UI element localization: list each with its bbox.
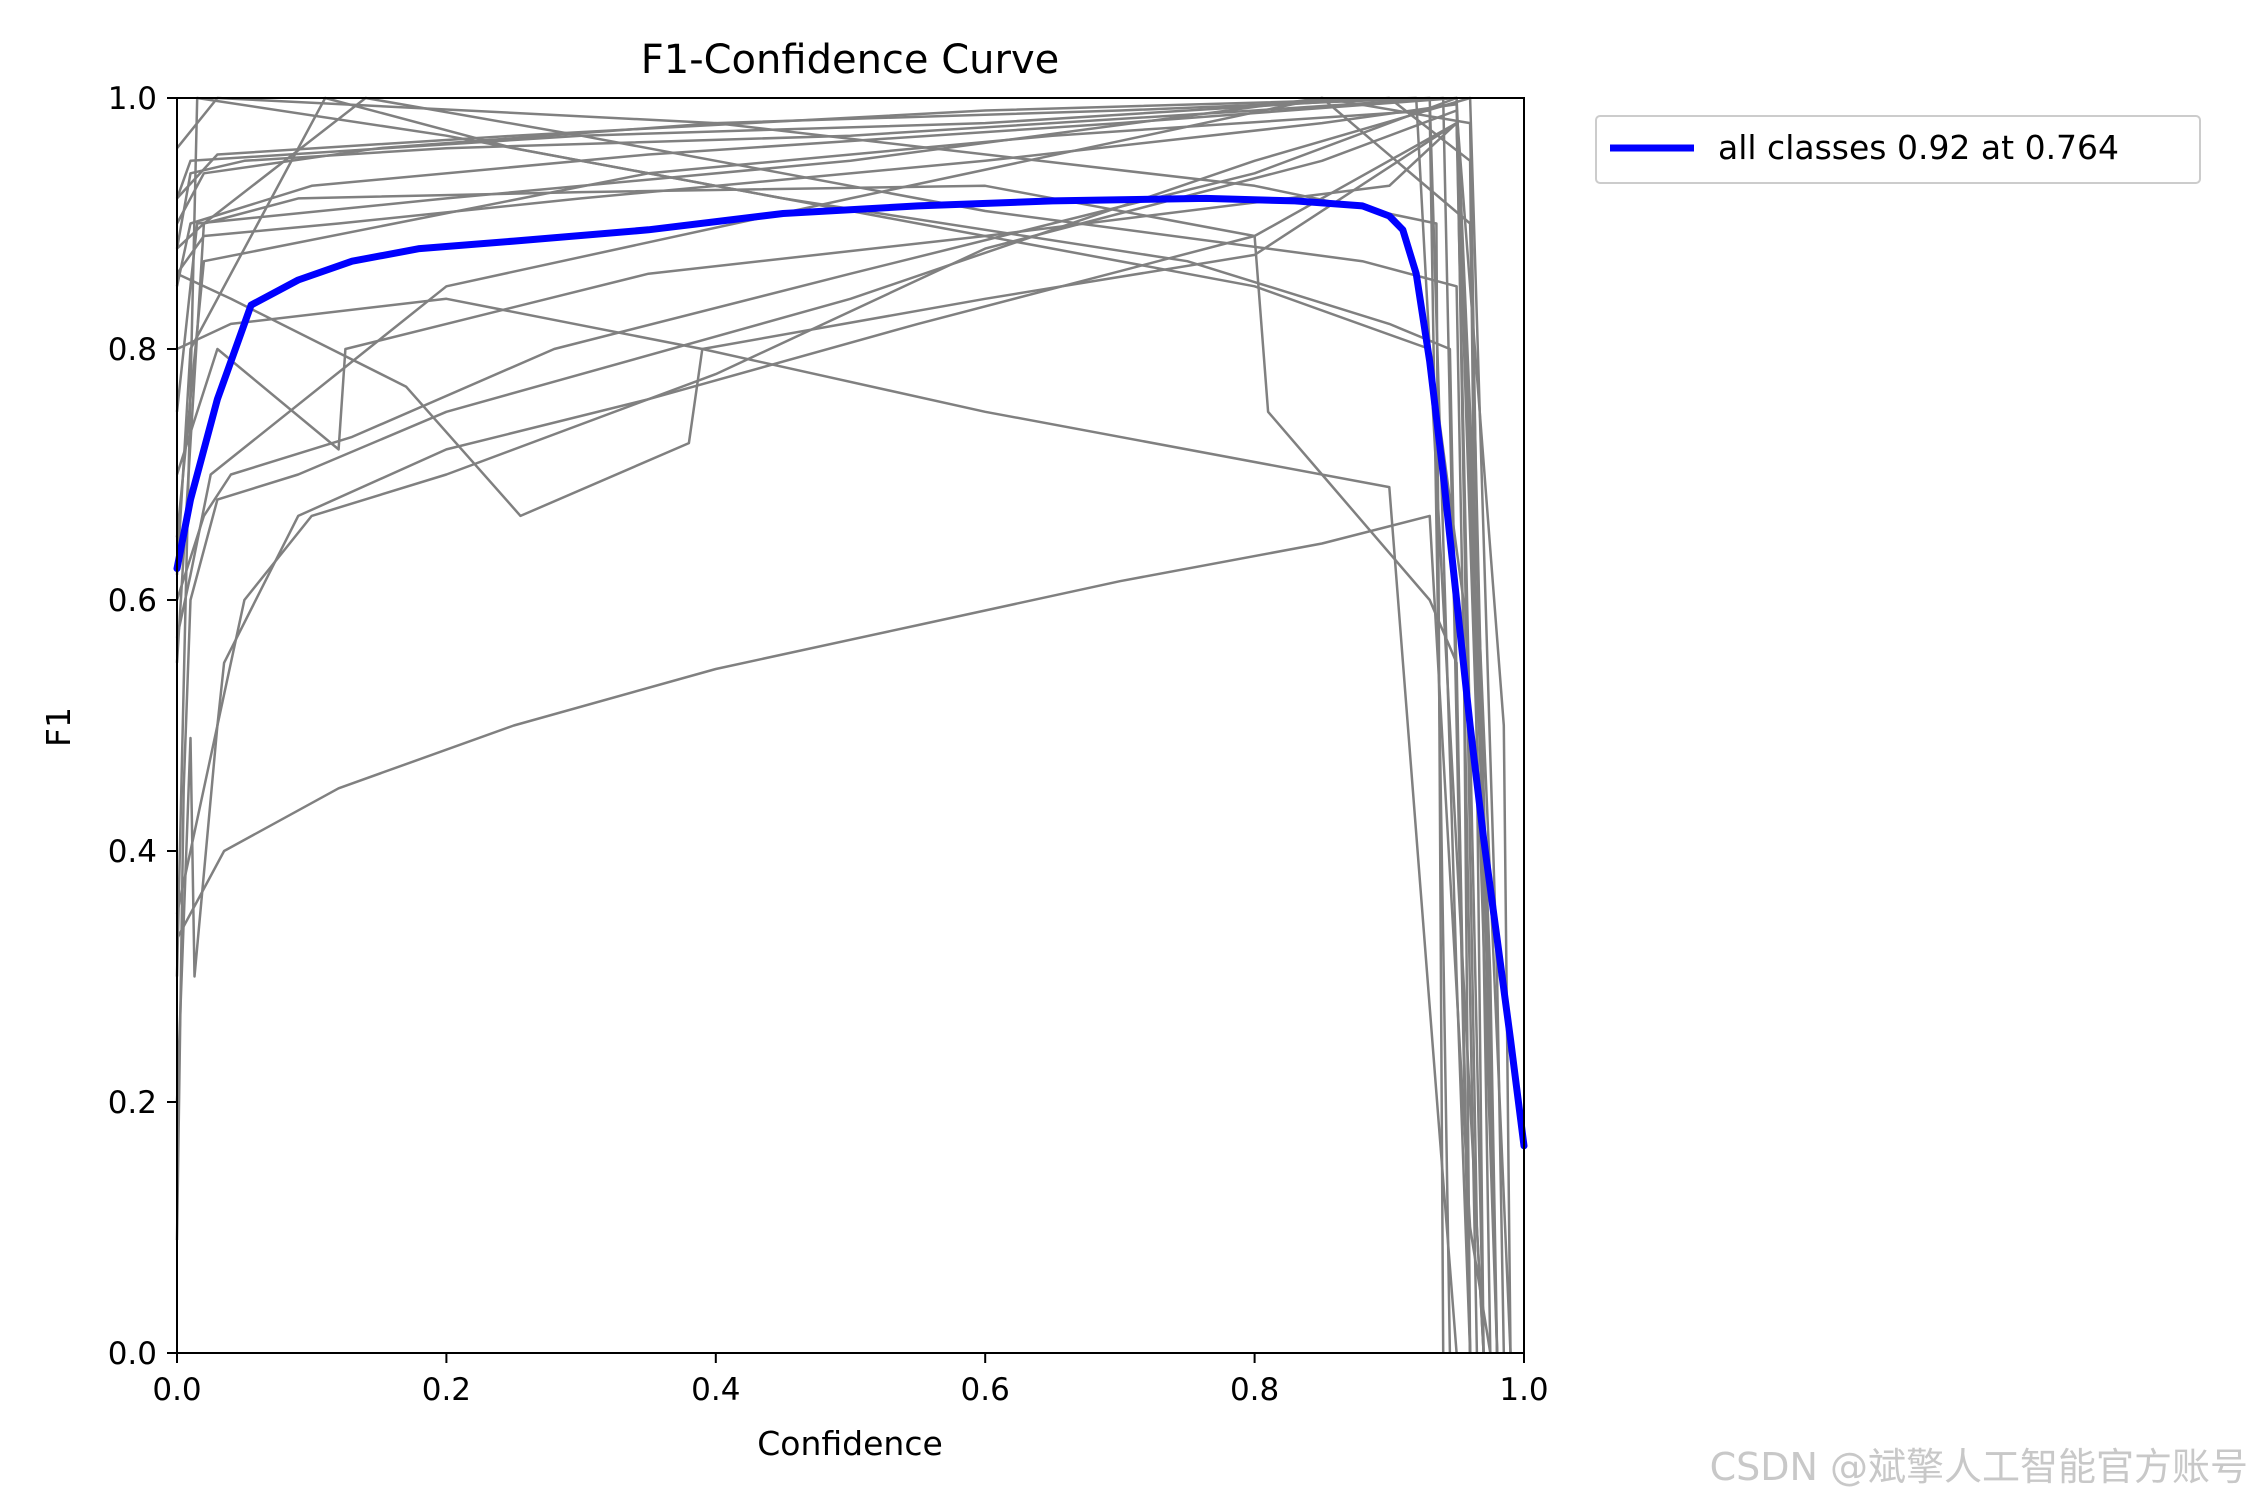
class-curve-10 (175, 96, 1512, 1354)
y-tick-label: 0.4 (108, 834, 157, 870)
y-axis-label: F1 (39, 707, 78, 747)
class-curve-20 (175, 96, 1499, 1354)
x-tick-label: 1.0 (1499, 1372, 1548, 1408)
legend-label-all-classes: all classes 0.92 at 0.764 (1718, 128, 2119, 167)
class-curve-8 (175, 514, 1492, 1354)
plot-frame (176, 97, 1525, 1354)
y-axis-ticks: 0.0 0.2 0.4 0.6 0.8 1.0 (108, 81, 177, 1372)
x-tick-label: 0.0 (152, 1372, 201, 1408)
class-curve-16 (175, 96, 1479, 1354)
legend: all classes 0.92 at 0.764 (1595, 115, 2201, 184)
class-curves-group (175, 96, 1512, 1354)
class-curve-13 (176, 297, 1458, 1354)
x-axis-label: Confidence (757, 1424, 943, 1463)
class-curve-12 (176, 121, 1499, 1354)
all-classes-series-group (173, 194, 1528, 1150)
class-curve-22 (175, 109, 1452, 1354)
x-tick-label: 0.6 (961, 1372, 1010, 1408)
class-curve-21 (175, 96, 1492, 1354)
x-tick-label: 0.4 (691, 1372, 740, 1408)
class-curve-11 (175, 121, 1499, 1354)
y-tick-label: 0.2 (108, 1085, 157, 1121)
legend-box (1595, 115, 2201, 184)
y-tick-label: 1.0 (108, 81, 157, 117)
y-tick-label: 0.8 (108, 332, 157, 368)
x-tick-label: 0.8 (1230, 1372, 1279, 1408)
watermark-text: CSDN @斌擎人工智能官方账号 (1710, 1445, 2248, 1489)
class-curve-2 (175, 96, 1472, 1354)
chart-title: F1-Confidence Curve (641, 37, 1060, 83)
y-tick-label: 0.0 (108, 1336, 157, 1372)
y-tick-label: 0.6 (108, 583, 157, 619)
class-curve-3 (176, 96, 1485, 1354)
series-line-all-classes (173, 194, 1528, 1150)
class-curve-9 (175, 121, 1485, 1354)
class-curve-17 (175, 96, 1472, 1354)
x-tick-label: 0.2 (422, 1372, 471, 1408)
x-axis-ticks: 0.0 0.2 0.4 0.6 0.8 1.0 (152, 1353, 1549, 1408)
